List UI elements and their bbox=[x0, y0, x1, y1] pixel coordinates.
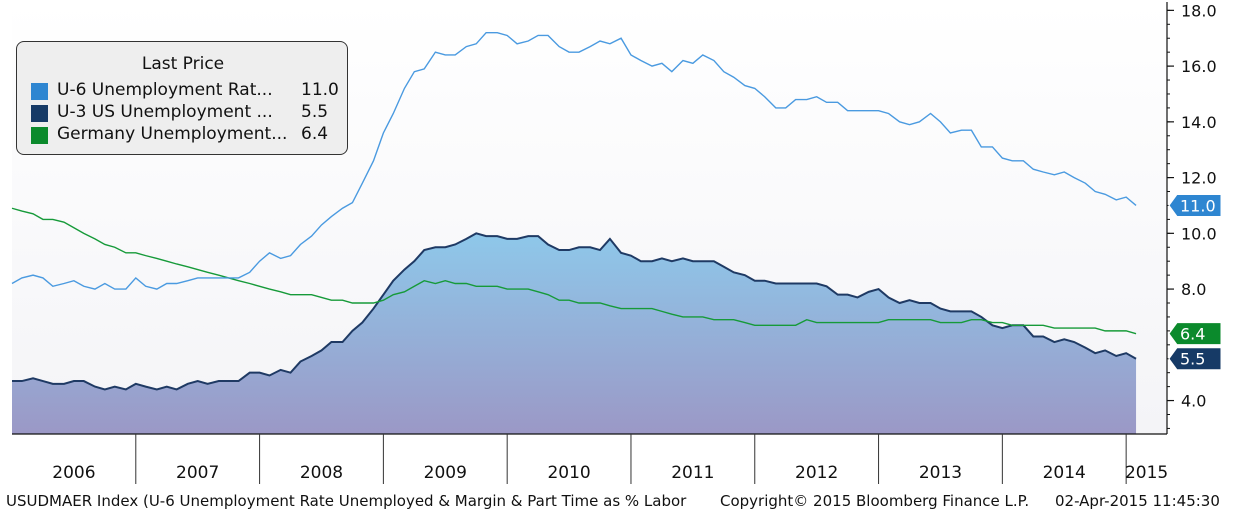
y-tick-label: 18.0 bbox=[1181, 1, 1217, 20]
u6-series-line bbox=[11, 31, 1137, 290]
legend-title: Last Price bbox=[141, 54, 225, 74]
x-tick-label: 2013 bbox=[919, 463, 962, 483]
y-tick-label: 4.0 bbox=[1181, 392, 1206, 411]
legend-label: U-6 Unemployment Rat... bbox=[57, 80, 273, 100]
u3-last-value-tag bbox=[1168, 347, 1222, 371]
u3-series-line bbox=[12, 232, 1137, 391]
series-layer bbox=[11, 31, 1137, 434]
germany-last-value-tag bbox=[1168, 322, 1222, 346]
legend-value: 11.0 bbox=[301, 80, 339, 100]
u6-last-value-label: 11.0 bbox=[1180, 196, 1216, 215]
footer-copyright: Copyright© 2015 Bloomberg Finance L.P. bbox=[720, 492, 1030, 510]
u3-last-value-label: 5.5 bbox=[1180, 350, 1205, 369]
legend-value: 6.4 bbox=[301, 124, 329, 144]
x-tick-label: 2010 bbox=[547, 463, 590, 483]
u6-last-value-tag bbox=[1168, 193, 1222, 217]
legend-entry-germany: Germany Unemployment... 6.4 bbox=[31, 124, 347, 146]
footer-timestamp: 02-Apr-2015 11:45:30 bbox=[1055, 492, 1220, 510]
x-tick-label: 2015 bbox=[1125, 463, 1168, 483]
x-tick-label: 2007 bbox=[176, 463, 219, 483]
germany-last-value-label: 6.4 bbox=[1180, 325, 1205, 344]
legend-entry-u6: U-6 Unemployment Rat... 11.0 bbox=[31, 80, 347, 102]
x-tick-label: 2009 bbox=[424, 463, 467, 483]
x-tick-label: 2014 bbox=[1043, 463, 1086, 483]
axis-layer: 18.0 16.0 14.0 12.0 10.0 8.0 4.0 2006 2007 2008 20… bbox=[12, 1, 1217, 484]
legend-swatch-u6 bbox=[31, 83, 48, 100]
x-tick-label: 2006 bbox=[52, 463, 95, 483]
y-tick-label: 12.0 bbox=[1181, 169, 1217, 188]
x-tick-label: 2011 bbox=[671, 463, 714, 483]
x-tick-label: 2012 bbox=[795, 463, 838, 483]
legend-swatch-germany bbox=[31, 127, 48, 144]
legend: Last Price U-6 Unemployment Rat... 11.0 … bbox=[16, 41, 348, 155]
legend-label: Germany Unemployment... bbox=[57, 124, 288, 144]
legend-label: U-3 US Unemployment ... bbox=[57, 102, 273, 122]
y-tick-label: 14.0 bbox=[1181, 113, 1217, 132]
germany-series-line bbox=[11, 207, 1137, 335]
tag-layer: 11.0 6.4 5.5 bbox=[1168, 193, 1222, 371]
legend-swatch-u3 bbox=[31, 105, 48, 122]
u3-series-area bbox=[12, 233, 1137, 434]
legend-value: 5.5 bbox=[301, 102, 329, 122]
legend-entry-u3: U-3 US Unemployment ... 5.5 bbox=[31, 102, 347, 124]
y-tick-label: 10.0 bbox=[1181, 224, 1217, 243]
y-tick-label: 16.0 bbox=[1181, 57, 1217, 76]
footer-source: USUDMAER Index (U-6 Unemployment Rate Un… bbox=[6, 492, 687, 510]
y-tick-label: 8.0 bbox=[1181, 280, 1206, 299]
x-tick-label: 2008 bbox=[300, 463, 343, 483]
